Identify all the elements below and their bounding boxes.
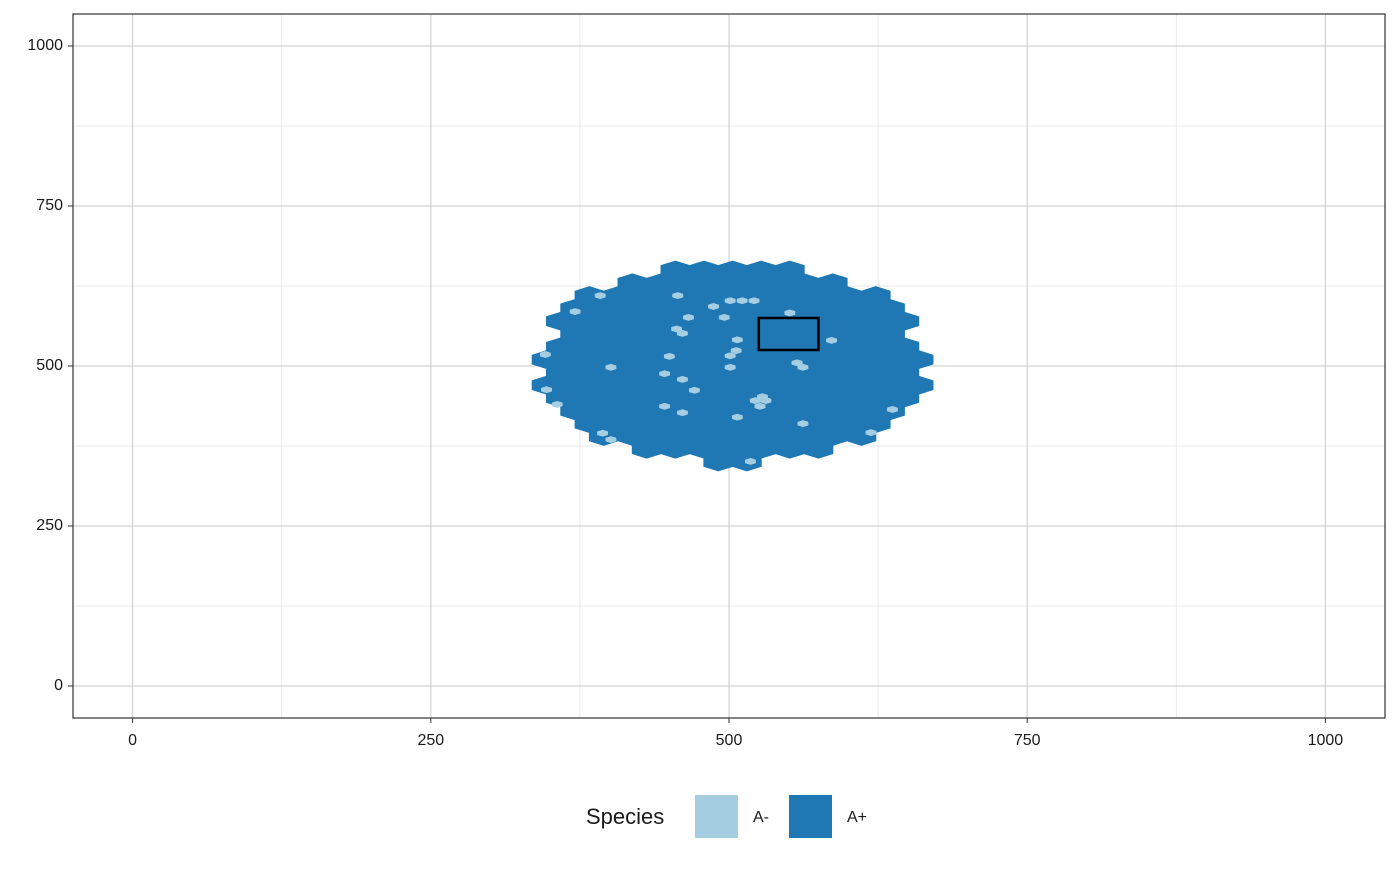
hex-cell xyxy=(731,413,743,421)
hex-cell xyxy=(865,429,877,437)
hex-cell xyxy=(746,260,777,280)
hex-cell xyxy=(745,457,756,465)
legend-label: A- xyxy=(753,809,769,826)
legend-key xyxy=(695,795,738,838)
x-tick-label: 1000 xyxy=(1308,732,1344,749)
hex-cell xyxy=(754,402,766,410)
hex-cell xyxy=(718,313,730,321)
hex-cell xyxy=(617,273,648,293)
hex-cell xyxy=(659,370,671,378)
y-tick-label: 500 xyxy=(36,357,63,374)
hex-cell xyxy=(886,406,898,413)
y-tick-label: 250 xyxy=(36,517,63,534)
hex-cell xyxy=(760,397,772,405)
hex-cell xyxy=(724,352,736,360)
hex-cell xyxy=(677,329,688,337)
hex-cell xyxy=(724,297,736,305)
hex-cell xyxy=(689,260,719,280)
hex-cell xyxy=(677,409,688,417)
legend-title: Species xyxy=(586,804,664,829)
hex-cell xyxy=(731,336,743,344)
y-tick-label: 0 xyxy=(54,677,63,694)
hex-cell xyxy=(724,363,736,371)
hex-cell xyxy=(660,260,691,280)
hex-cell xyxy=(683,313,694,321)
x-tick-label: 0 xyxy=(128,732,137,749)
y-tick-label: 1000 xyxy=(27,37,63,54)
legend-label: A+ xyxy=(847,809,867,826)
hex-cell xyxy=(784,309,796,317)
highlight-box xyxy=(757,316,820,352)
x-tick-label: 500 xyxy=(716,732,743,749)
legend-key xyxy=(789,795,832,838)
hex-cell xyxy=(569,308,581,316)
hex-cell xyxy=(817,273,848,293)
hex-cell xyxy=(605,363,617,371)
hex-cell xyxy=(594,292,606,300)
hex-cell xyxy=(677,375,688,383)
hex-cell xyxy=(775,260,805,280)
plot-border xyxy=(72,13,1386,719)
hex-cell xyxy=(551,400,563,408)
hex-cell xyxy=(860,286,891,306)
hex-cell xyxy=(539,351,551,358)
hex-cell xyxy=(659,402,671,410)
hex-cell xyxy=(749,397,761,405)
hex-cell xyxy=(708,303,719,310)
hex-cell xyxy=(797,420,809,428)
hex-cell xyxy=(826,336,837,344)
hex-cell xyxy=(797,363,809,371)
y-tick-label: 750 xyxy=(36,197,63,214)
x-tick-label: 250 xyxy=(417,732,444,749)
hex-cell xyxy=(605,436,617,444)
hex-cell xyxy=(717,260,748,280)
hex-cell xyxy=(663,352,675,360)
hex-cell xyxy=(736,297,748,305)
hex-cell xyxy=(688,386,700,394)
hex-cell xyxy=(672,292,684,300)
hex-cell xyxy=(748,297,760,305)
x-tick-label: 750 xyxy=(1014,732,1041,749)
hex-cell xyxy=(730,347,742,355)
hex-cell xyxy=(597,429,608,437)
hex-cell xyxy=(541,386,552,394)
